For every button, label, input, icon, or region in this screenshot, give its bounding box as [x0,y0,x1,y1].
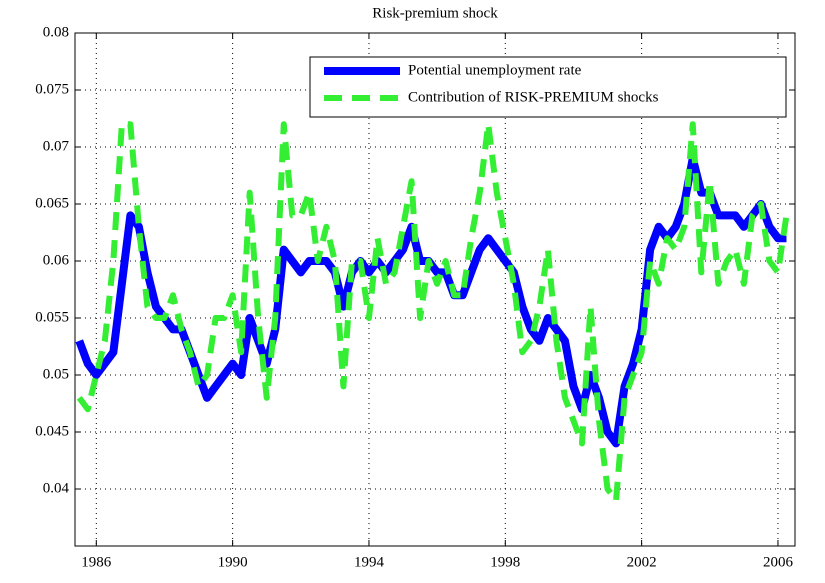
legend-label: Contribution of RISK-PREMIUM shocks [408,89,659,105]
x-tick-label: 2006 [763,554,794,570]
y-tick-label: 0.045 [35,423,69,439]
series-line [76,121,790,504]
chart-title: Risk-premium shock [372,5,498,21]
x-tick-label: 1986 [81,554,112,570]
y-tick-label: 0.075 [35,81,69,97]
y-tick-label: 0.08 [43,24,69,40]
y-tick-label: 0.07 [43,138,70,154]
y-tick-label: 0.04 [43,480,70,496]
x-tick-label: 2002 [627,554,657,570]
x-tick-label: 1994 [354,554,385,570]
x-tick-label: 1990 [218,554,248,570]
y-tick-label: 0.06 [43,252,70,268]
legend-label: Potential unemployment rate [408,62,582,78]
y-tick-label: 0.055 [35,309,69,325]
plot-frame [74,32,796,547]
series-line [75,154,787,448]
y-tick-label: 0.05 [43,366,69,382]
x-tick-label: 1998 [490,554,520,570]
y-tick-label: 0.065 [35,195,69,211]
